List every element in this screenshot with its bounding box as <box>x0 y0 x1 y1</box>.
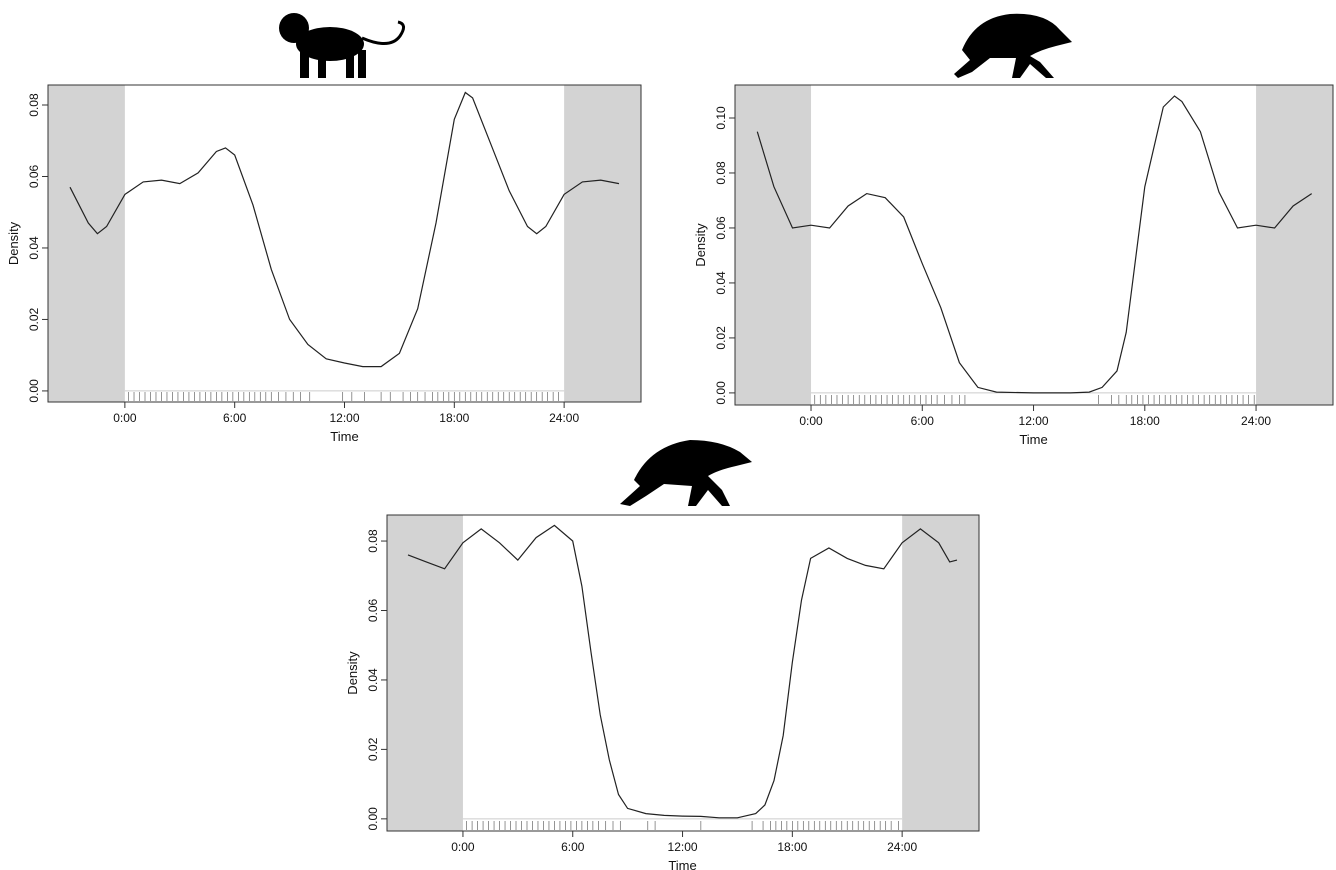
panel: 0:00 6:00 12:00 18:00 24:00 0.00 0.02 0.04 0.06 0… <box>345 514 980 870</box>
lion-silhouette <box>279 13 405 78</box>
y-axis-title: Density <box>693 223 708 267</box>
x-tick-label: 12:00 <box>1019 414 1049 428</box>
y-tick-label: 0.08 <box>714 161 728 185</box>
x-tick-label: 6:00 <box>911 414 935 428</box>
y-tick-label: 0.04 <box>366 668 380 692</box>
density-line <box>69 91 620 368</box>
x-tick-label: 18:00 <box>777 840 807 854</box>
x-axis-title: Time <box>330 429 358 444</box>
y-tick-label: 0.10 <box>714 106 728 130</box>
night-shade <box>902 515 979 831</box>
density-line <box>756 95 1313 394</box>
y-tick-label: 0.04 <box>714 271 728 295</box>
x-tick-label: 12:00 <box>668 840 698 854</box>
night-shade <box>1256 85 1333 405</box>
y-tick-label: 0.08 <box>27 93 41 117</box>
y-tick-label: 0.06 <box>714 216 728 240</box>
plot-frame <box>734 84 1334 406</box>
hyena-silhouette <box>954 13 1072 78</box>
panel: 0:00 6:00 12:00 18:00 24:00 0.00 0.02 0.04 0.06 0… <box>6 84 642 444</box>
panel: 0:00 6:00 12:00 18:00 24:00 0.00 0.02 0.04 0.06 0… <box>693 84 1334 447</box>
x-tick-label: 12:00 <box>329 411 359 425</box>
density-line <box>407 524 958 819</box>
plot-frame <box>386 514 980 832</box>
plot-frame <box>47 84 642 403</box>
night-shade <box>48 85 125 402</box>
y-axis-title: Density <box>6 221 21 265</box>
y-tick-label: 0.08 <box>366 529 380 553</box>
y-tick-label: 0.02 <box>366 737 380 761</box>
x-tick-label: 24:00 <box>887 840 917 854</box>
y-tick-label: 0.02 <box>27 307 41 331</box>
x-tick-label: 6:00 <box>223 411 247 425</box>
y-tick-label: 0.06 <box>366 598 380 622</box>
y-tick-label: 0.00 <box>366 807 380 831</box>
night-shade <box>564 85 641 402</box>
y-tick-label: 0.00 <box>714 381 728 405</box>
hyena-silhouette-2 <box>620 440 752 506</box>
x-axis-title: Time <box>668 858 696 870</box>
x-axis-title: Time <box>1019 432 1047 447</box>
x-tick-label: 18:00 <box>1130 414 1160 428</box>
x-tick-label: 24:00 <box>549 411 579 425</box>
night-shade <box>735 85 812 405</box>
x-tick-label: 24:00 <box>1241 414 1271 428</box>
y-tick-label: 0.04 <box>27 236 41 260</box>
x-tick-label: 0:00 <box>799 414 823 428</box>
y-axis-title: Density <box>345 651 360 695</box>
night-shade <box>387 515 463 831</box>
y-tick-label: 0.00 <box>27 379 41 403</box>
x-tick-label: 0:00 <box>113 411 137 425</box>
x-tick-label: 18:00 <box>439 411 469 425</box>
x-tick-label: 6:00 <box>561 840 585 854</box>
x-tick-label: 0:00 <box>451 840 475 854</box>
y-tick-label: 0.06 <box>27 164 41 188</box>
y-tick-label: 0.02 <box>714 326 728 350</box>
